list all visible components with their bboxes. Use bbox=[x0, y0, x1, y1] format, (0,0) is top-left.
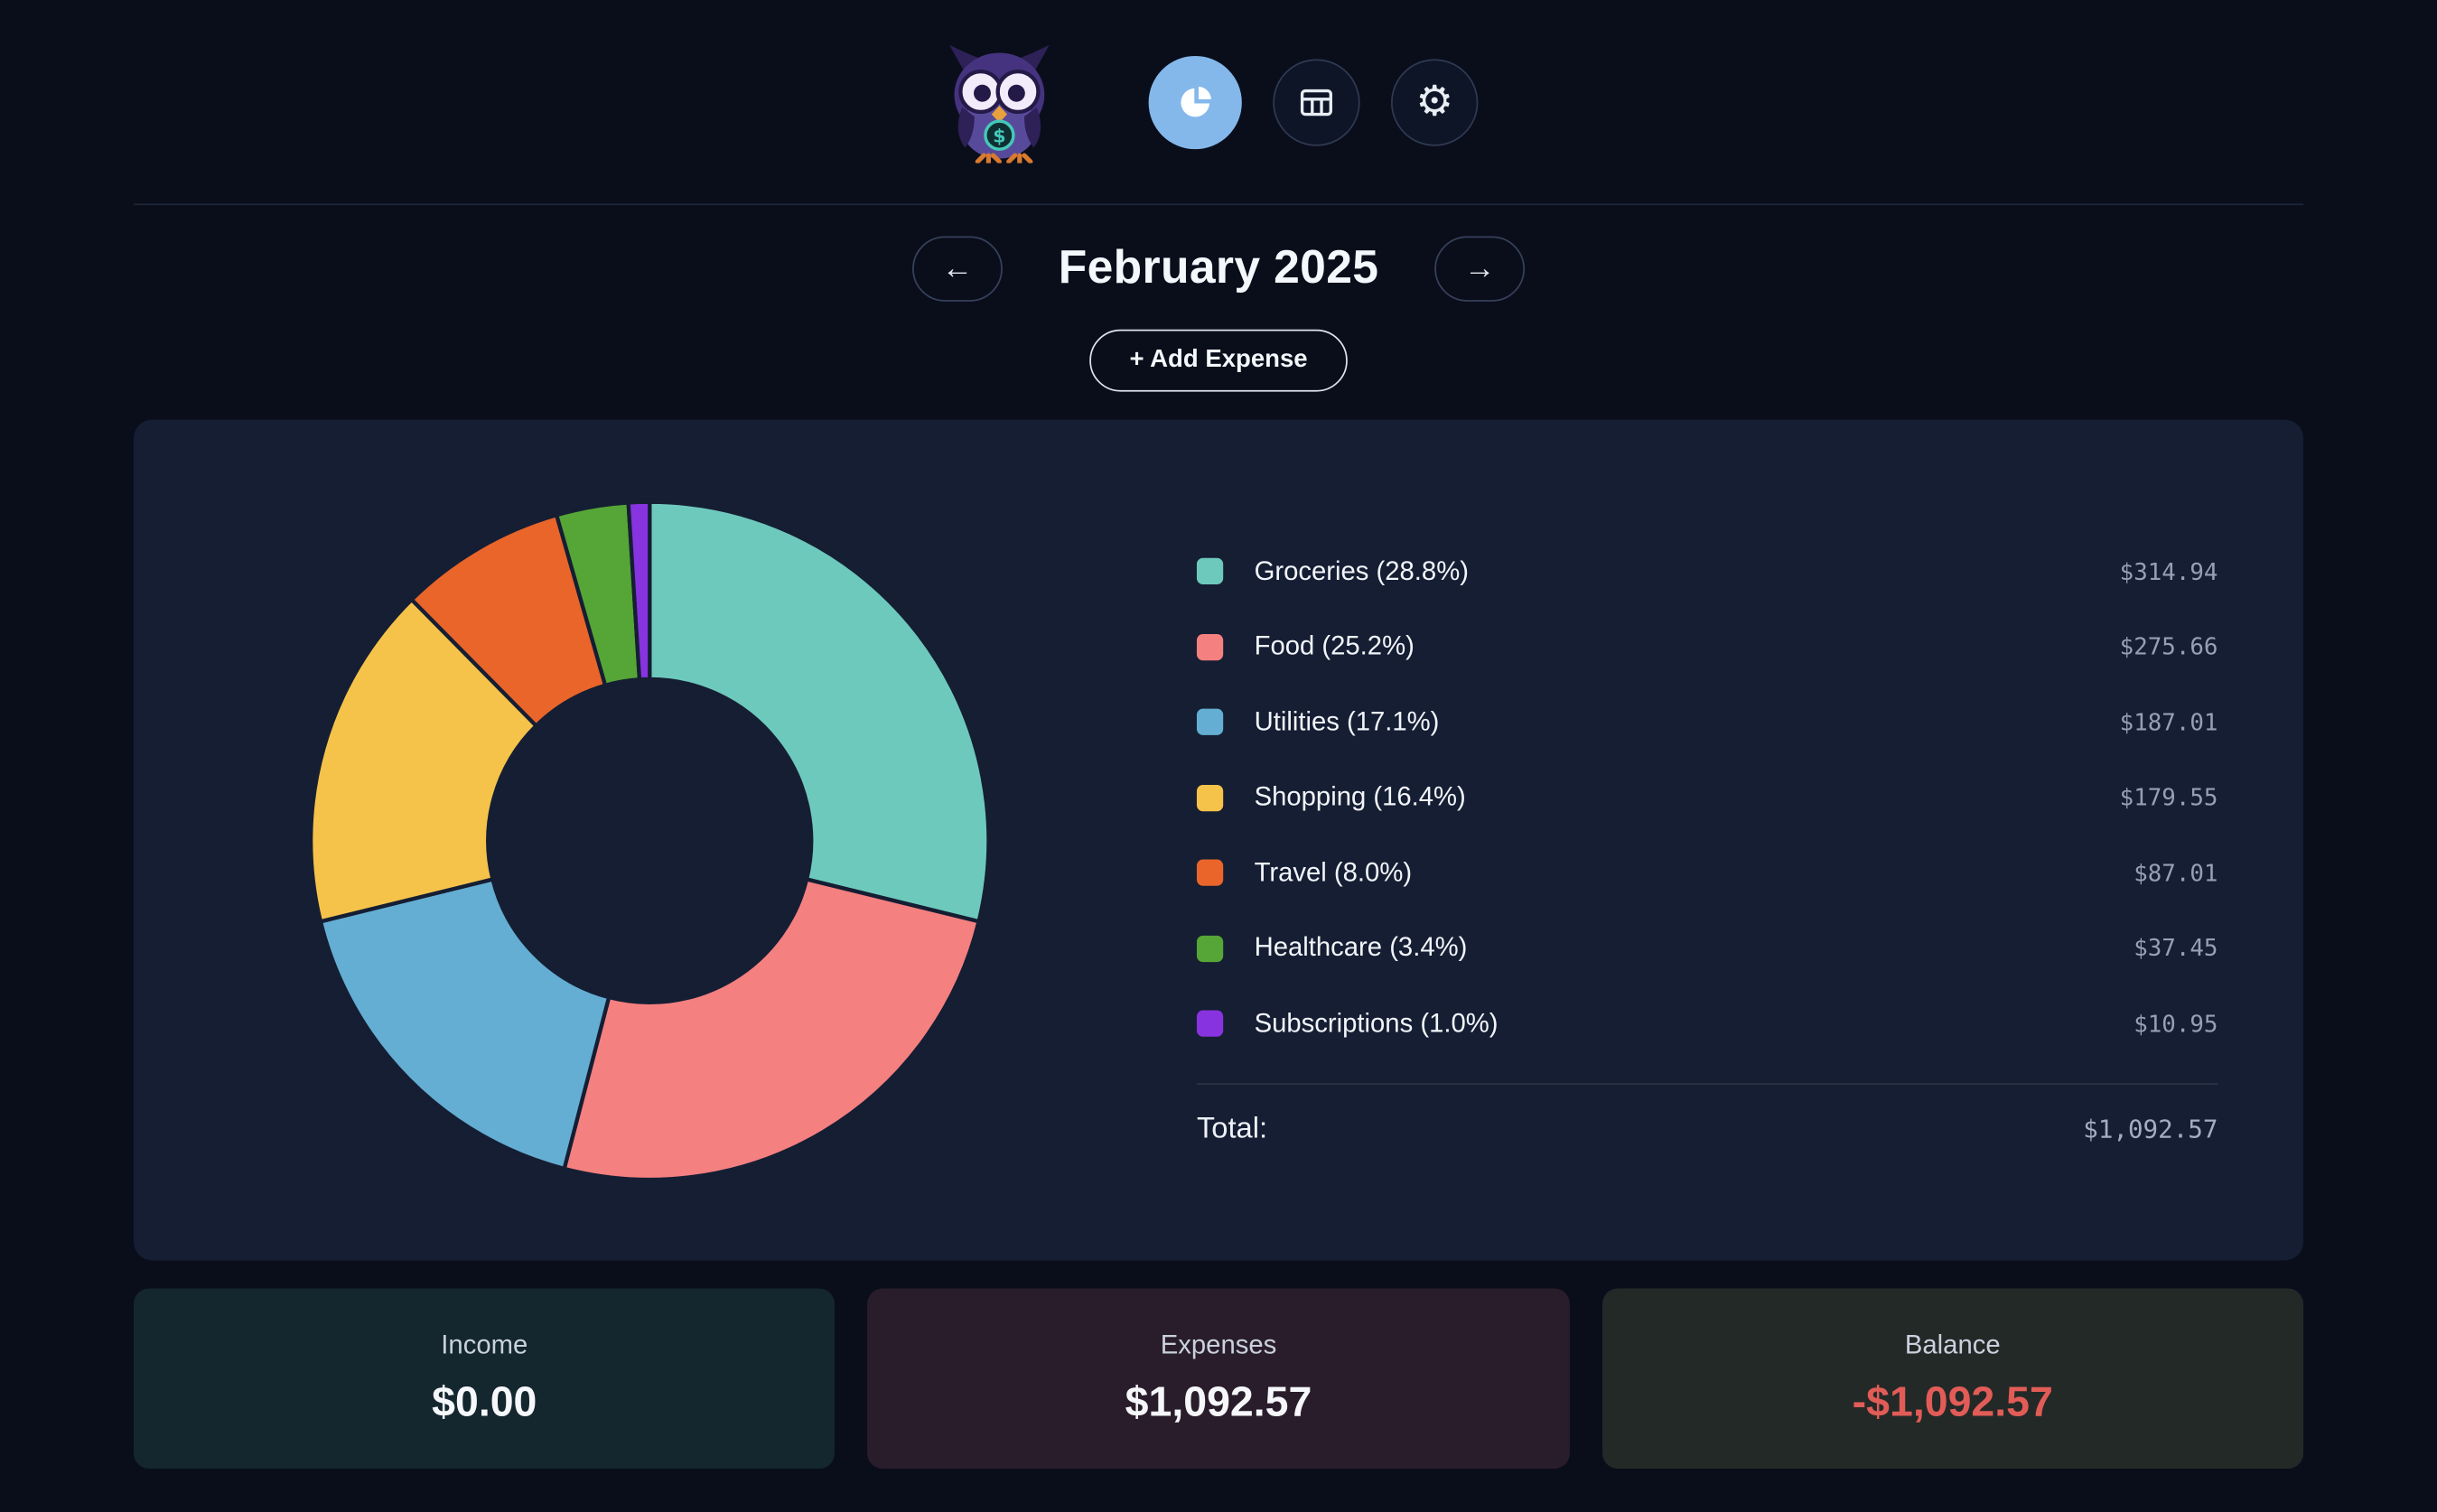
donut-slice-groceries[interactable] bbox=[648, 499, 991, 923]
legend-item-subscriptions[interactable]: Subscriptions (1.0%) $10.95 bbox=[1196, 985, 2218, 1060]
legend-label: Utilities (17.1%) bbox=[1254, 706, 1440, 736]
legend-swatch bbox=[1196, 708, 1224, 735]
legend-amount: $37.45 bbox=[2134, 934, 2218, 963]
svg-text:$: $ bbox=[993, 125, 1005, 146]
legend-label: Groceries (28.8%) bbox=[1254, 555, 1469, 585]
total-label: Total: bbox=[1196, 1112, 1268, 1145]
expenses-card: Expenses $1,092.57 bbox=[867, 1288, 1570, 1470]
header: $ ⚙ bbox=[0, 0, 2437, 203]
legend-divider bbox=[1196, 1082, 2218, 1085]
balance-value: -$1,092.57 bbox=[1852, 1378, 2053, 1425]
gear-icon: ⚙ bbox=[1415, 78, 1454, 125]
arrow-right-icon: → bbox=[1463, 250, 1496, 285]
legend-amount: $187.01 bbox=[2119, 707, 2218, 736]
legend-item-shopping[interactable]: Shopping (16.4%) $179.55 bbox=[1196, 760, 2218, 835]
legend-amount: $314.94 bbox=[2119, 556, 2218, 585]
prev-month-button[interactable]: ← bbox=[911, 236, 1003, 302]
month-title: February 2025 bbox=[1058, 242, 1379, 294]
add-expense-row: + Add Expense bbox=[0, 329, 2437, 392]
legend-label: Subscriptions (1.0%) bbox=[1254, 1007, 1499, 1038]
legend-item-healthcare[interactable]: Healthcare (3.4%) $37.45 bbox=[1196, 910, 2218, 985]
pie-chart-icon bbox=[1175, 81, 1216, 122]
legend-swatch bbox=[1196, 1010, 1224, 1037]
total-row: Total: $1,092.57 bbox=[1197, 1113, 2218, 1147]
income-card: Income $0.00 bbox=[133, 1288, 836, 1470]
expenses-label: Expenses bbox=[1160, 1330, 1277, 1360]
income-value: $0.00 bbox=[432, 1378, 537, 1425]
donut-chart bbox=[309, 499, 991, 1181]
legend-item-utilities[interactable]: Utilities (17.1%) $187.01 bbox=[1196, 685, 2218, 760]
income-label: Income bbox=[441, 1330, 528, 1360]
pie-view-button[interactable] bbox=[1148, 55, 1242, 149]
legend-label: Healthcare (3.4%) bbox=[1254, 932, 1468, 963]
arrow-left-icon: ← bbox=[941, 250, 974, 285]
legend-item-groceries[interactable]: Groceries (28.8%) $314.94 bbox=[1196, 534, 2218, 609]
donut-slice-shopping[interactable] bbox=[309, 596, 538, 923]
chart-card: Groceries (28.8%) $314.94 Food (25.2%) $… bbox=[133, 419, 2304, 1261]
owl-logo-image: $ bbox=[949, 44, 1050, 163]
owl-logo: $ bbox=[943, 42, 1055, 163]
legend-swatch bbox=[1196, 935, 1224, 962]
month-nav: ← February 2025 → bbox=[0, 236, 2437, 302]
add-expense-button[interactable]: + Add Expense bbox=[1088, 329, 1349, 392]
legend-swatch bbox=[1196, 784, 1224, 811]
legend-label: Food (25.2%) bbox=[1254, 630, 1415, 661]
donut-slice-subscriptions[interactable] bbox=[626, 499, 652, 681]
settings-button[interactable]: ⚙ bbox=[1391, 58, 1479, 145]
donut-slice-utilities[interactable] bbox=[318, 876, 612, 1171]
legend-label: Travel (8.0%) bbox=[1254, 856, 1413, 887]
balance-label: Balance bbox=[1904, 1330, 2001, 1360]
table-view-button[interactable] bbox=[1273, 58, 1360, 145]
legend-amount: $275.66 bbox=[2119, 632, 2218, 661]
expenses-value: $1,092.57 bbox=[1125, 1378, 1312, 1425]
donut-chart-container bbox=[308, 498, 992, 1181]
legend-amount: $10.95 bbox=[2134, 1009, 2218, 1038]
donut-slice-food[interactable] bbox=[562, 876, 981, 1181]
chart-legend: Groceries (28.8%) $314.94 Food (25.2%) $… bbox=[1196, 534, 2218, 1147]
header-divider bbox=[133, 203, 2304, 206]
legend-swatch bbox=[1196, 859, 1224, 886]
next-month-button[interactable]: → bbox=[1434, 236, 1526, 302]
legend-label: Shopping (16.4%) bbox=[1254, 781, 1466, 812]
legend-swatch bbox=[1196, 557, 1224, 584]
balance-card: Balance -$1,092.57 bbox=[1601, 1288, 2304, 1470]
legend-amount: $87.01 bbox=[2134, 858, 2218, 887]
legend-swatch bbox=[1196, 633, 1224, 660]
legend-amount: $179.55 bbox=[2119, 783, 2218, 812]
summary-cards: Income $0.00 Expenses $1,092.57 Balance … bbox=[133, 1288, 2304, 1470]
legend-item-food[interactable]: Food (25.2%) $275.66 bbox=[1196, 609, 2218, 684]
table-icon bbox=[1296, 81, 1337, 122]
total-amount: $1,092.57 bbox=[2083, 1115, 2218, 1144]
legend-item-travel[interactable]: Travel (8.0%) $87.01 bbox=[1196, 835, 2218, 910]
